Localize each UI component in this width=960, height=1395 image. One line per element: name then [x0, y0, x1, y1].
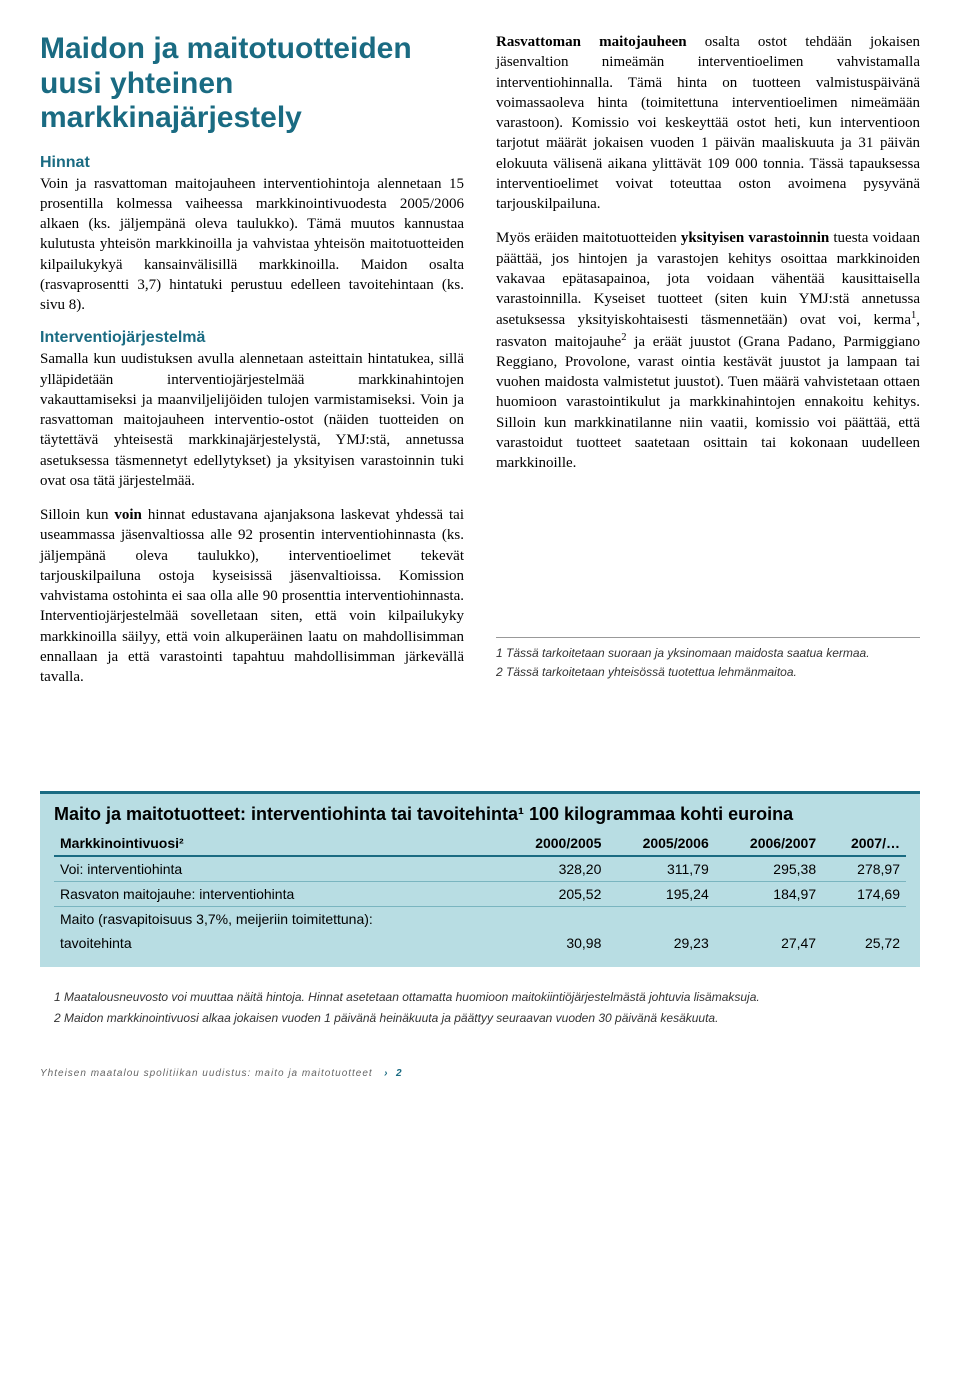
- table-cell: 295,38: [715, 856, 822, 882]
- text-run: Silloin kun voin hinnat edustavana ajanj…: [40, 507, 464, 685]
- table-cell: 184,97: [715, 882, 822, 907]
- right-column: Rasvattoman maitojauheen osalta ostot te…: [496, 32, 920, 701]
- table-header: 2007/…: [822, 831, 906, 856]
- table-header: Markkinointivuosi²: [54, 831, 500, 856]
- table-cell: 195,24: [607, 882, 714, 907]
- table-cell: [500, 907, 607, 932]
- price-table: Markkinointivuosi² 2000/2005 2005/2006 2…: [54, 831, 906, 955]
- table-cell: 27,47: [715, 931, 822, 955]
- footer-text: Yhteisen maatalou spolitiikan uudistus: …: [40, 1068, 373, 1079]
- table-header: 2005/2006: [607, 831, 714, 856]
- table-cell: 25,72: [822, 931, 906, 955]
- page-title: Maidon ja maitotuotteiden uusi yhteinen …: [40, 32, 464, 136]
- body-paragraph-fullwidth: Silloin kun voin hinnat edustavana ajanj…: [40, 505, 464, 687]
- footnote: 1 Tässä tarkoitetaan suoraan ja yksinoma…: [496, 644, 920, 663]
- table-header: 2000/2005: [500, 831, 607, 856]
- two-column-layout: Maidon ja maitotuotteiden uusi yhteinen …: [40, 32, 920, 701]
- table-cell: [822, 907, 906, 932]
- table-cell: Rasvaton maitojauhe: interventiohinta: [54, 882, 500, 907]
- table-cell: 328,20: [500, 856, 607, 882]
- table-cell: [715, 907, 822, 932]
- footnote: 2 Tässä tarkoitetaan yhteisössä tuotettu…: [496, 663, 920, 682]
- table-cell: 29,23: [607, 931, 714, 955]
- table-cell: 278,97: [822, 856, 906, 882]
- footer-sep: ›: [384, 1068, 388, 1079]
- table-header-row: Markkinointivuosi² 2000/2005 2005/2006 2…: [54, 831, 906, 856]
- body-paragraph: Samalla kun uudistuksen avulla alennetaa…: [40, 349, 464, 491]
- table-cell: [607, 907, 714, 932]
- page-footer: Yhteisen maatalou spolitiikan uudistus: …: [40, 1068, 920, 1079]
- table-cell: Voi: interventiohinta: [54, 856, 500, 882]
- table-cell: 174,69: [822, 882, 906, 907]
- left-column: Maidon ja maitotuotteiden uusi yhteinen …: [40, 32, 464, 701]
- table-header: 2006/2007: [715, 831, 822, 856]
- body-paragraph: Myös eräiden maitotuotteiden yksityisen …: [496, 228, 920, 473]
- footnote: 1 Maatalousneuvosto voi muuttaa näitä hi…: [54, 987, 906, 1007]
- table-title: Maito ja maitotuotteet: interventiohinta…: [54, 804, 906, 825]
- table-cell: tavoitehinta: [54, 931, 500, 955]
- body-paragraph: Rasvattoman maitojauheen osalta ostot te…: [496, 32, 920, 214]
- table-cell: 30,98: [500, 931, 607, 955]
- table-cell: Maito (rasvapitoisuus 3,7%, meijeriin to…: [54, 907, 500, 932]
- table-footnotes: 1 Maatalousneuvosto voi muuttaa näitä hi…: [40, 977, 920, 1038]
- table-cell: 311,79: [607, 856, 714, 882]
- section-heading-interventio: Interventiojärjestelmä: [40, 329, 464, 347]
- table-row: tavoitehinta 30,98 29,23 27,47 25,72: [54, 931, 906, 955]
- column-footnotes: 1 Tässä tarkoitetaan suoraan ja yksinoma…: [496, 637, 920, 682]
- price-table-block: Maito ja maitotuotteet: interventiohinta…: [40, 791, 920, 967]
- table-row: Rasvaton maitojauhe: interventiohinta 20…: [54, 882, 906, 907]
- table-cell: 205,52: [500, 882, 607, 907]
- section-heading-hinnat: Hinnat: [40, 154, 464, 172]
- page-number: 2: [396, 1068, 403, 1079]
- table-row: Maito (rasvapitoisuus 3,7%, meijeriin to…: [54, 907, 906, 932]
- body-paragraph: Voin ja rasvattoman maitojauheen interve…: [40, 174, 464, 316]
- table-row: Voi: interventiohinta 328,20 311,79 295,…: [54, 856, 906, 882]
- footnote: 2 Maidon markkinointivuosi alkaa jokaise…: [54, 1008, 906, 1028]
